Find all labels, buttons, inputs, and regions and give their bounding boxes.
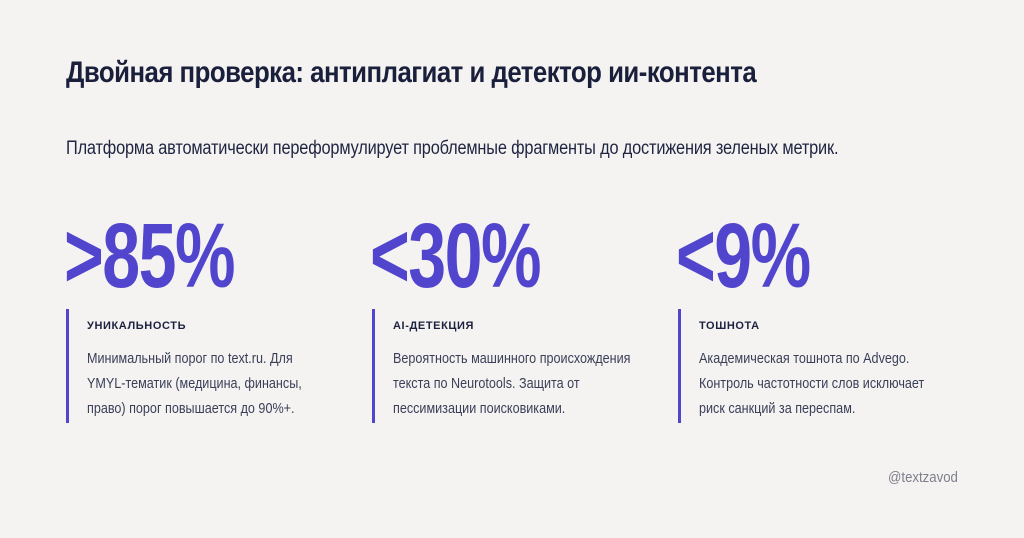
stat-ai-detection: <30% AI-ДЕТЕКЦИЯ Вероятность машинного п… bbox=[370, 205, 662, 423]
stat-label: ТОШНОТА bbox=[699, 320, 760, 332]
stat-nausea: <9% ТОШНОТА Академическая тошнота по Adv… bbox=[676, 205, 968, 423]
stat-label: AI-ДЕТЕКЦИЯ bbox=[393, 320, 475, 332]
stat-value: <9% bbox=[676, 205, 811, 307]
stat-description: Академическая тошнота по Advego. Контрол… bbox=[699, 350, 925, 417]
stat-label: УНИКАЛЬНОСТЬ bbox=[87, 320, 187, 332]
page-subtitle: Платформа автоматически переформулирует … bbox=[66, 138, 839, 159]
stat-body: AI-ДЕТЕКЦИЯ Вероятность машинного происх… bbox=[372, 309, 665, 423]
stat-description: Минимальный порог по text.ru. Для YMYL-т… bbox=[87, 350, 302, 417]
stat-body: УНИКАЛЬНОСТЬ Минимальный порог по text.r… bbox=[66, 309, 359, 423]
page-title: Двойная проверка: антиплагиат и детектор… bbox=[66, 56, 757, 89]
stat-value: >85% bbox=[64, 205, 236, 307]
author-handle: @textzavod bbox=[888, 469, 958, 486]
stat-value: <30% bbox=[370, 205, 542, 307]
stat-body: ТОШНОТА Академическая тошнота по Advego.… bbox=[678, 309, 971, 423]
stat-description: Вероятность машинного происхождения текс… bbox=[393, 350, 631, 417]
stat-uniqueness: >85% УНИКАЛЬНОСТЬ Минимальный порог по t… bbox=[64, 205, 356, 423]
